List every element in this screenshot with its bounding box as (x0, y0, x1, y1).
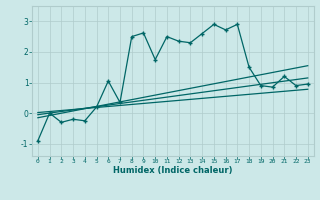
X-axis label: Humidex (Indice chaleur): Humidex (Indice chaleur) (113, 166, 233, 175)
